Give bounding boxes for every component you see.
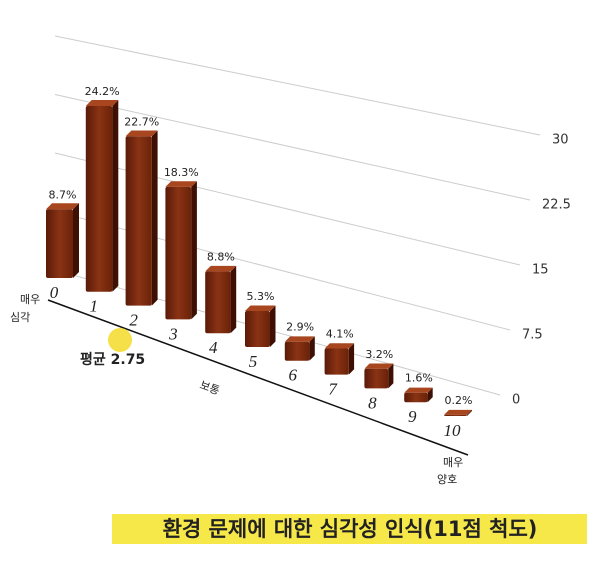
bar-side <box>112 100 119 292</box>
bar-side <box>348 343 355 375</box>
bar-side <box>270 305 276 347</box>
x-tick-label: 0 <box>50 283 59 302</box>
bar-side <box>230 265 237 334</box>
bar-top <box>205 265 237 272</box>
bar-top <box>364 363 394 369</box>
bar-side <box>467 409 472 416</box>
bar-side <box>151 130 158 306</box>
annotation: 심각 <box>10 311 30 324</box>
value-label: 22.7% <box>124 115 159 128</box>
value-label: 4.1% <box>326 328 354 341</box>
bar <box>46 209 73 278</box>
bar-side <box>191 181 197 320</box>
x-tick-label: 2 <box>129 311 138 330</box>
x-tick-label: 6 <box>289 366 298 385</box>
value-label: 1.6% <box>405 372 433 385</box>
value-label: 24.2% <box>85 85 120 98</box>
bar-side <box>73 203 79 278</box>
title-highlight <box>112 514 587 544</box>
bar <box>364 368 389 389</box>
bar-top <box>165 181 197 187</box>
mean-marker <box>108 328 132 352</box>
bar-side <box>427 387 433 403</box>
x-tick-label: 9 <box>408 407 417 426</box>
y-tick-label: 30 <box>552 133 569 148</box>
value-label: 0.2% <box>445 394 473 407</box>
annotation: 매우 <box>443 456 463 469</box>
x-tick-label: 5 <box>249 352 258 371</box>
bar <box>85 105 113 292</box>
bar <box>284 341 310 361</box>
bar <box>324 348 349 375</box>
x-tick-label: 7 <box>328 380 338 399</box>
x-tick-label: 10 <box>444 421 462 440</box>
value-label: 8.8% <box>207 250 235 263</box>
grid-line <box>54 35 541 136</box>
bar-top <box>46 203 79 210</box>
bar-top <box>85 100 119 106</box>
bar-top <box>125 130 158 137</box>
y-tick-label: 0 <box>512 393 520 408</box>
bar <box>205 271 231 334</box>
value-label: 18.3% <box>164 166 199 179</box>
value-label: 8.7% <box>49 188 77 201</box>
bar-top <box>404 387 433 393</box>
bar-top <box>324 343 355 349</box>
bar-top <box>444 409 472 415</box>
y-tick-label: 7.5 <box>522 328 543 343</box>
chart-title: 환경 문제에 대한 심각성 인식(11점 척도) <box>163 517 538 541</box>
grid-line <box>54 211 511 331</box>
bar <box>245 310 270 347</box>
bars: 8.7% 0 24.2% 1 22.7% 2 18.3% 3 8.8% 4 5.3% 5 2.9% 6 4.… <box>46 85 472 440</box>
bar <box>125 136 152 306</box>
value-label: 5.3% <box>247 290 275 303</box>
x-tick-label: 1 <box>90 297 99 316</box>
y-tick-label: 22.5 <box>542 198 571 213</box>
mean-label: 평균 2.75 <box>80 351 145 368</box>
x-tick-label: 4 <box>209 338 218 357</box>
annotation: 양호 <box>437 473 457 486</box>
scale-axis <box>47 299 469 456</box>
grid-line <box>54 152 521 266</box>
annotation: 보통 <box>198 378 221 397</box>
annotation: 매우 <box>20 293 40 306</box>
bar-top <box>245 305 276 311</box>
x-tick-label: 8 <box>368 393 377 412</box>
value-label: 3.2% <box>365 348 393 361</box>
y-tick-label: 15 <box>532 263 549 278</box>
bar <box>404 392 428 403</box>
bar <box>444 414 467 416</box>
value-label: 2.9% <box>286 321 314 334</box>
x-tick-label: 3 <box>168 324 178 343</box>
bar <box>165 186 192 320</box>
bar-top <box>284 336 315 342</box>
bar-side <box>309 336 315 361</box>
bar-side <box>388 363 394 389</box>
grid-line <box>54 94 531 201</box>
